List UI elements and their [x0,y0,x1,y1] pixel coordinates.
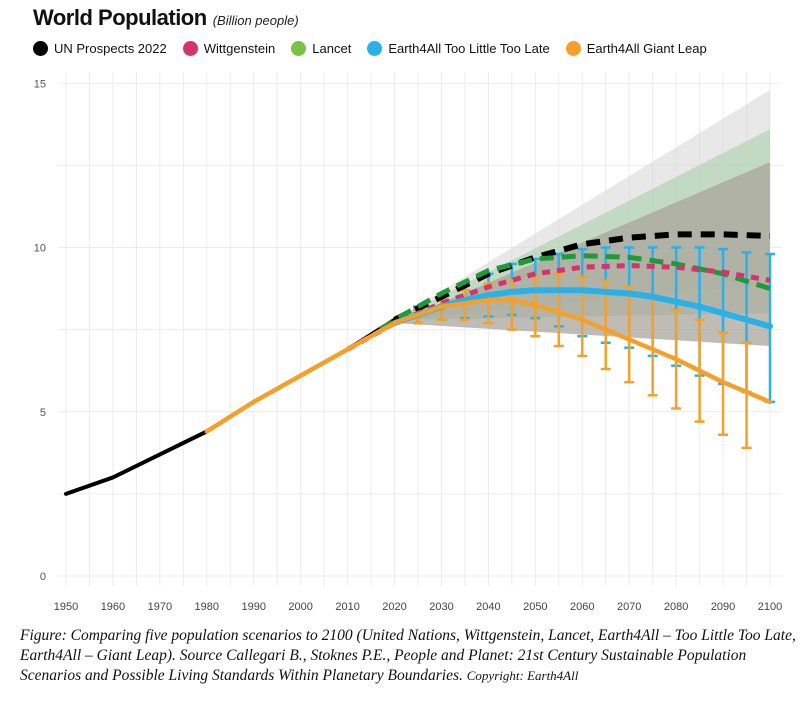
legend-item: Earth4All Giant Leap [565,41,707,56]
x-tick-label: 2090 [711,601,735,613]
x-tick-label: 1950 [54,601,78,613]
series-un-projection [393,231,771,323]
error-bar [624,285,635,384]
error-bar [600,279,611,371]
y-tick-label: 5 [40,407,46,419]
legend-label: Earth4All Too Little Too Late [388,41,550,56]
x-tick-label: 2060 [570,601,594,613]
y-tick-label: 10 [34,243,46,255]
y-tick-label: 15 [34,78,46,90]
error-bar [483,282,494,325]
series-e4a-giant-leap [204,297,773,434]
chart-subtitle: (Billion people) [212,13,299,28]
x-tick-label: 1980 [195,601,219,613]
x-tick-label: 2080 [664,601,688,613]
legend-item: Wittgenstein [182,41,276,56]
x-tick-label: 2050 [523,601,547,613]
legend-label: Lancet [312,41,352,56]
figure-caption: Figure: Comparing five population scenar… [20,626,800,686]
error-bar [741,341,752,450]
x-tick-label: 1970 [148,601,172,613]
legend-swatch [291,41,307,56]
legend-swatch [33,41,48,56]
legend-swatch [182,41,198,56]
legend-item: Lancet [291,41,351,56]
x-tick-label: 2020 [382,601,406,613]
x-tick-label: 2070 [617,601,641,613]
x-tick-label: 2040 [476,601,500,613]
caption-copyright: Copyright: Earth4All [466,668,579,683]
legend: UN Prospects 2022 Wittgenstein Lancet Earth… [33,41,707,56]
chart: 0 5 10 15 1950 1960 1970 1980 1990 2000 2010 2020 20… [34,72,782,613]
error-bar [553,272,564,348]
x-tick-label: 1990 [241,601,265,613]
x-tick-label: 2100 [758,601,782,613]
x-tick-label: 2010 [335,601,359,613]
legend-item: Earth4All Too Little Too Late [367,41,550,56]
caption-text: Figure: Comparing five population scenar… [20,627,796,684]
legend-label: Earth4All Giant Leap [586,41,707,56]
legend-label: Wittgenstein [203,41,276,56]
legend-label: UN Prospects 2022 [54,41,167,56]
x-tick-label: 1960 [101,601,125,613]
y-tick-label: 0 [40,571,46,583]
x-tick-label: 2000 [288,601,312,613]
chart-title: World Population (Billion people) [33,5,299,31]
legend-swatch [565,41,581,56]
title-text: World Population [33,5,207,30]
x-tick-label: 2030 [429,601,453,613]
legend-item: UN Prospects 2022 [33,41,167,56]
legend-swatch [367,41,383,56]
